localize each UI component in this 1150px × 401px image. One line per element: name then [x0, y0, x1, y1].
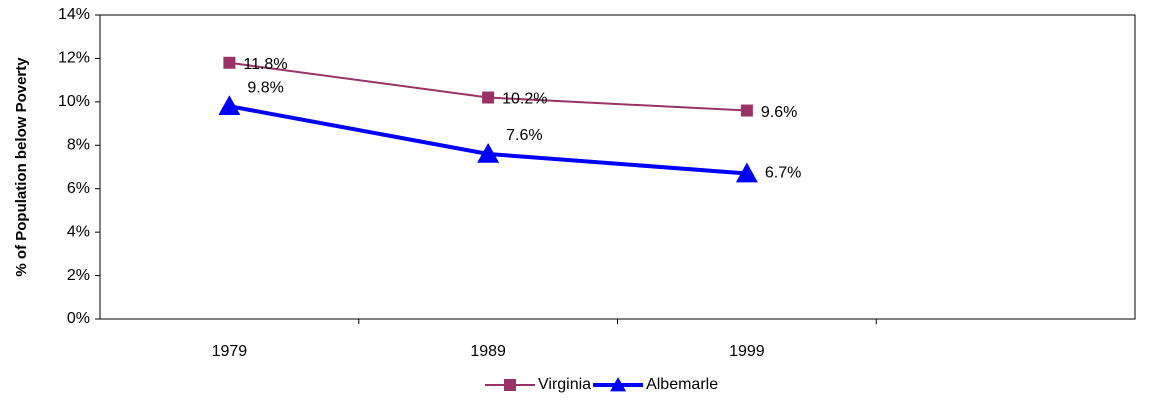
legend-label: Albemarle: [646, 376, 718, 393]
data-label: 7.6%: [506, 127, 542, 144]
y-tick-label: 10%: [58, 93, 90, 110]
data-point: [223, 56, 236, 69]
data-point: [482, 91, 495, 104]
data-point: [477, 142, 500, 163]
legend-marker: [504, 379, 516, 391]
data-label: 9.6%: [761, 104, 797, 121]
y-tick-label: 8%: [67, 137, 90, 154]
x-tick-label: 1979: [212, 343, 248, 360]
x-tick-label: 1989: [470, 343, 506, 360]
y-tick-label: 0%: [67, 310, 90, 327]
legend-label: Virginia: [538, 376, 591, 393]
data-label: 11.8%: [243, 56, 287, 73]
data-label: 9.8%: [247, 79, 283, 96]
data-point: [735, 162, 758, 183]
data-point: [740, 104, 753, 117]
y-tick-label: 2%: [67, 267, 90, 284]
legend-marker: [610, 377, 627, 392]
y-tick-label: 6%: [67, 180, 90, 197]
data-label: 10.2%: [502, 91, 547, 108]
y-axis-title: % of Population below Poverty: [13, 57, 30, 277]
data-point: [218, 95, 241, 115]
y-tick-label: 12%: [58, 50, 90, 67]
y-tick-label: 14%: [58, 6, 90, 23]
data-label: 6.7%: [765, 165, 801, 182]
series-line: [229, 104, 748, 176]
x-tick-label: 1999: [729, 343, 765, 360]
y-tick-label: 4%: [67, 223, 90, 240]
